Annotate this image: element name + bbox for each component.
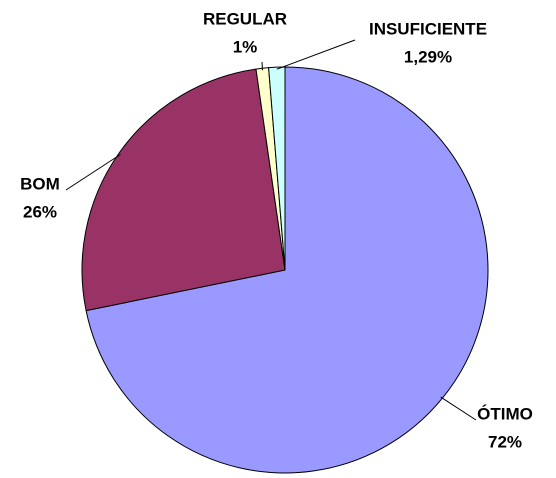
- slice-label: BOM: [20, 174, 60, 193]
- leader-line: [276, 39, 356, 70]
- leader-line: [440, 396, 477, 421]
- slice-value: 72%: [488, 432, 522, 451]
- slice-value: 1,29%: [404, 47, 452, 66]
- leader-line: [65, 153, 121, 191]
- slice-label: REGULAR: [203, 9, 287, 28]
- pie-slice: [81, 68, 286, 312]
- slice-value: 1%: [233, 37, 258, 56]
- slice-value: 26%: [23, 202, 57, 221]
- slice-label: INSUFICIENTE: [369, 19, 487, 38]
- slice-label: ÓTIMO: [477, 404, 533, 423]
- pie-slice: [268, 66, 286, 271]
- leader-line: [261, 61, 264, 71]
